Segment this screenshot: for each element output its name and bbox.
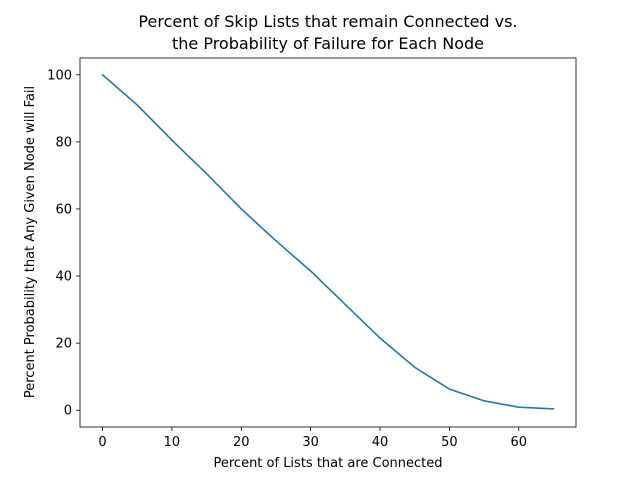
x-axis-ticks: 0 10 20 30 40 50 60 [98,427,527,450]
y-tick-label: 0 [64,404,72,419]
x-tick-label: 60 [510,435,527,450]
y-axis-ticks: 0 20 40 60 80 100 [47,68,80,419]
chart-title-line-1: Percent of Skip Lists that remain Connec… [138,12,517,31]
series-layer [101,73,555,410]
y-tick-label: 80 [55,135,72,150]
y-tick-label: 40 [55,270,72,285]
x-tick-label: 50 [441,435,458,450]
x-axis-label: Percent of Lists that are Connected [213,456,442,471]
x-tick-label: 10 [164,435,181,450]
y-axis-label: Percent Probability that Any Given Node … [23,86,38,398]
series-line-0 [101,73,555,410]
x-tick-label: 40 [372,435,389,450]
x-tick-label: 20 [233,435,250,450]
x-tick-label: 0 [98,435,106,450]
x-tick-label: 30 [302,435,319,450]
y-tick-label: 60 [55,202,72,217]
chart-title-line-2: the Probability of Failure for Each Node [172,34,484,53]
y-tick-label: 100 [47,68,72,83]
y-tick-label: 20 [55,337,72,352]
plot-frame [79,57,577,428]
